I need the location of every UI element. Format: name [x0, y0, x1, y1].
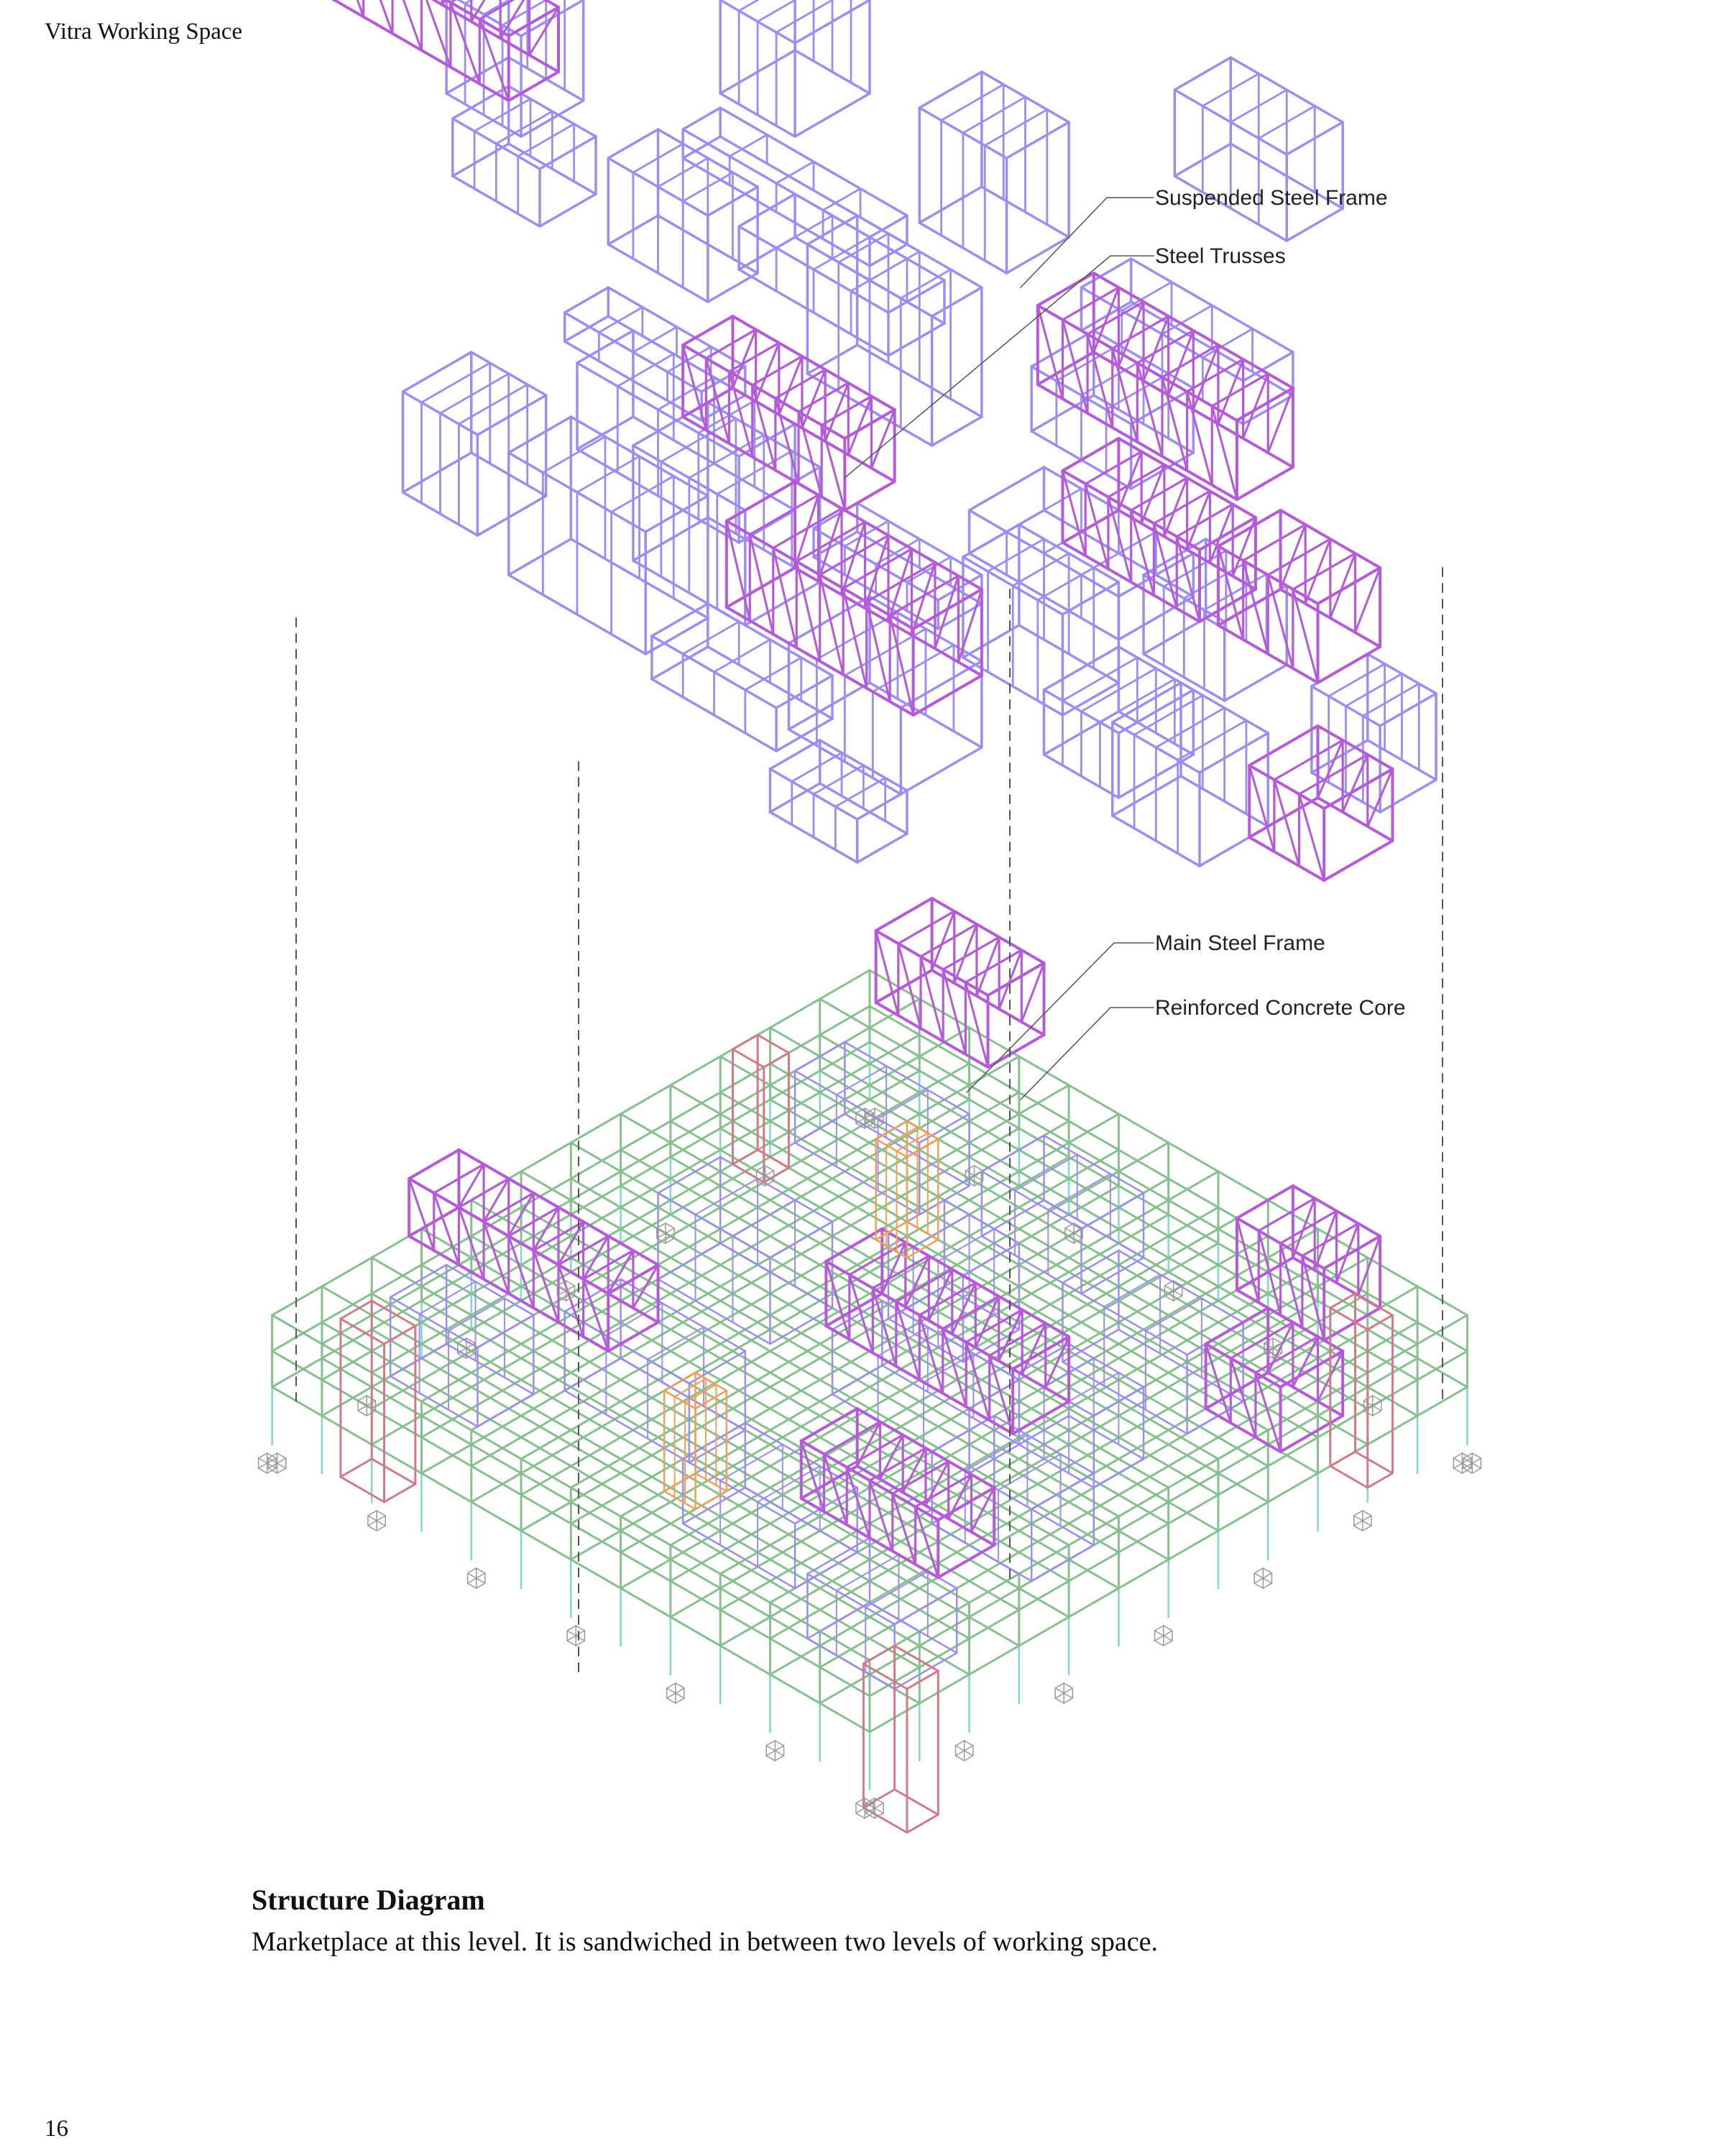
vertical-alignment-guides [295, 567, 1443, 1675]
caption-text: Marketplace at this level. It is sandwic… [252, 1927, 1158, 1957]
running-title: Vitra Working Space [45, 19, 243, 45]
callout-suspended-steel-frame: Suspended Steel Frame [1155, 186, 1388, 210]
callout-lines [844, 197, 1154, 1100]
callout-main-steel-frame: Main Steel Frame [1155, 931, 1325, 955]
caption-title: Structure Diagram [252, 1884, 485, 1916]
upper-suspended-structure [331, 0, 1438, 882]
callout-steel-trusses: Steel Trusses [1155, 244, 1286, 268]
page-number: 16 [45, 2116, 68, 2142]
lower-main-structure [257, 897, 1482, 1834]
structure-diagram: Suspended Steel Frame Steel Trusses Main… [257, 0, 1482, 1834]
callout-reinforced-concrete-core: Reinforced Concrete Core [1155, 996, 1406, 1020]
